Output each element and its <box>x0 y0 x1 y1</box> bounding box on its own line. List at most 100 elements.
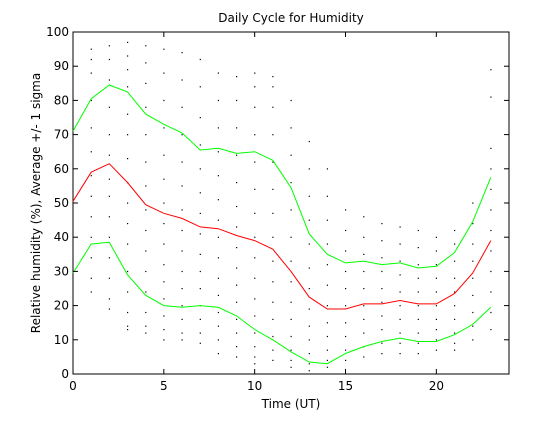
scatter-point <box>108 178 110 180</box>
scatter-point <box>199 58 201 61</box>
scatter-point <box>399 305 401 307</box>
series-lines <box>72 84 492 365</box>
scatter-point <box>236 76 238 78</box>
scatter-point <box>290 209 292 211</box>
scatter-point <box>254 332 256 334</box>
scatter-point <box>290 236 292 238</box>
scatter-point <box>199 168 201 170</box>
scatter-point <box>363 253 365 255</box>
scatter-point <box>145 270 147 273</box>
scatter-point <box>490 311 492 314</box>
scatter-point <box>454 349 456 351</box>
scatter-point <box>272 359 274 361</box>
scatter-point <box>272 86 274 88</box>
scatter-point <box>454 243 456 245</box>
scatter-point <box>90 72 92 74</box>
scatter-point <box>217 277 219 279</box>
scatter-point <box>254 86 256 88</box>
scatter-point <box>454 342 456 344</box>
scatter-point <box>290 127 292 129</box>
scatter-point <box>181 52 183 54</box>
scatter-point <box>345 250 347 252</box>
scatter-point <box>145 250 147 252</box>
scatter-point <box>290 349 292 351</box>
scatter-point <box>326 264 328 266</box>
scatter-point <box>145 62 147 64</box>
scatter-point <box>236 284 238 286</box>
scatter-point <box>290 182 292 184</box>
scatter-point <box>435 236 437 238</box>
scatter-point <box>181 332 183 334</box>
y-tick-label: 90 <box>54 59 69 73</box>
scatter-point <box>454 291 456 293</box>
scatter-point <box>254 106 256 108</box>
scatter-point <box>90 195 92 197</box>
scatter-point <box>217 219 219 221</box>
scatter-point <box>254 236 256 238</box>
scatter-point <box>345 359 347 361</box>
scatter-point <box>308 339 310 341</box>
scatter-point <box>399 291 401 293</box>
scatter-point <box>435 318 437 320</box>
scatter-point <box>181 106 183 108</box>
scatter-point <box>127 55 129 57</box>
scatter-point <box>254 298 256 300</box>
scatter-point <box>472 223 474 225</box>
scatter-point <box>254 277 256 279</box>
scatter-point <box>236 247 238 249</box>
x-tick-label: 15 <box>338 379 353 393</box>
scatter-point <box>399 342 401 344</box>
scatter-point <box>308 288 310 290</box>
scatter-point <box>490 250 492 252</box>
y-tick-label: 100 <box>46 25 69 39</box>
scatter-point <box>127 325 129 327</box>
scatter-point <box>272 212 274 214</box>
y-tick-label: 20 <box>54 299 69 313</box>
scatter-point <box>345 288 347 290</box>
scatter-point <box>435 329 437 331</box>
scatter-point <box>381 315 383 317</box>
y-tick-label: 0 <box>61 367 69 381</box>
scatter-point <box>217 294 219 296</box>
scatter-point <box>254 188 256 190</box>
scatter-point <box>127 329 129 331</box>
scatter-point <box>163 339 165 341</box>
scatter-point <box>236 154 238 156</box>
scatter-point <box>90 257 92 259</box>
axis-tick-labels: 0 5 10 15 20 0 10 20 30 40 50 60 70 80 90 100 <box>46 25 444 393</box>
scatter-point <box>417 264 419 266</box>
scatter-point <box>272 76 274 78</box>
scatter-point <box>472 294 474 296</box>
scatter-point <box>435 291 437 293</box>
scatter-point <box>199 233 201 235</box>
scatter-point <box>127 311 129 314</box>
scatter-point <box>363 216 365 218</box>
scatter-point <box>254 363 256 365</box>
scatter-point <box>199 86 201 88</box>
scatter-point <box>490 188 492 190</box>
scatter-point <box>127 113 129 115</box>
scatter-point <box>326 195 328 197</box>
scatter-point <box>90 236 92 238</box>
scatter-point <box>199 318 201 320</box>
scatter-point <box>108 154 110 156</box>
scatter-point <box>199 192 201 194</box>
scatter-point <box>127 223 129 225</box>
scatter-point <box>217 127 219 129</box>
scatter-point <box>381 329 383 331</box>
scatter-point <box>127 158 129 160</box>
scatter-point <box>90 151 92 153</box>
scatter-point <box>254 72 256 74</box>
scatter-point <box>308 140 310 143</box>
scatter-point <box>181 209 183 211</box>
scatter-point <box>399 318 401 320</box>
scatter-point <box>90 58 92 61</box>
scatter-point <box>326 322 328 324</box>
scatter-point <box>308 195 310 197</box>
scatter-point <box>127 202 129 204</box>
scatter-point <box>363 236 365 238</box>
scatter-point <box>272 301 274 303</box>
scatter-point <box>236 318 238 320</box>
scatter-point <box>363 270 365 273</box>
